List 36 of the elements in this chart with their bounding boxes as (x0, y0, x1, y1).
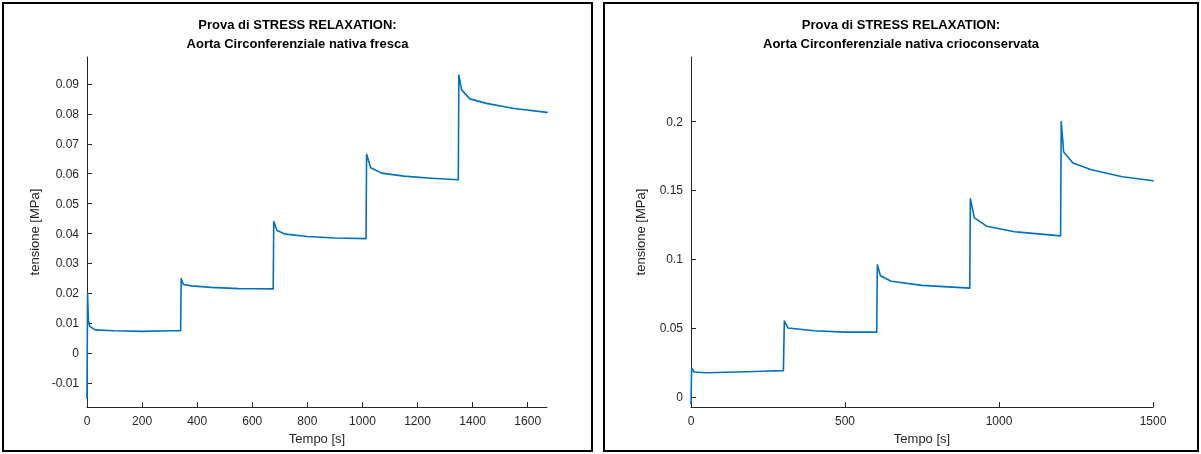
x-tick-label: 1000 (985, 414, 1013, 429)
x-axis-title: Tempo [s] (893, 431, 951, 446)
x-tick-label: 1600 (514, 414, 542, 429)
y-tick-label: 0 (676, 389, 684, 404)
y-tick-label: 0.05 (55, 196, 80, 211)
y-tick-label: 0.1 (666, 252, 684, 267)
chart-title: Prova di STRESS RELAXATION: Aorta Circonferenziale nativa crioconservata (763, 17, 1040, 51)
y-tick-label: 0.03 (55, 256, 80, 271)
x-tick-label: 0 (687, 414, 695, 429)
x-tick-label: 600 (242, 414, 263, 429)
x-tick-label: 0 (83, 414, 91, 429)
x-tick-label: 400 (187, 414, 208, 429)
y-tick-label: 0 (72, 346, 80, 361)
y-tick-label: 0.02 (55, 286, 80, 301)
y-tick-label: 0.06 (55, 166, 80, 181)
y-axis-title: tensione [MPa] (633, 188, 648, 276)
x-axis-title: Tempo [s] (288, 431, 346, 446)
x-tick-label: 200 (132, 414, 153, 429)
line-series (86, 74, 548, 399)
y-tick-label: 0.05 (659, 321, 684, 335)
x-tick-label: 1400 (459, 414, 487, 429)
y-tick-label: 0.08 (55, 106, 80, 121)
x-tick-label: 500 (834, 414, 856, 429)
y-tick-label: 0.2 (666, 114, 684, 129)
y-tick-label: 0.04 (55, 226, 80, 241)
x-tick-label: 1200 (404, 414, 432, 429)
x-tick-label: 800 (297, 414, 318, 429)
y-tick-label: 0.09 (55, 76, 80, 91)
y-tick-label: 0.07 (55, 136, 80, 151)
y-axis-title: tensione [MPa] (26, 188, 42, 276)
y-tick-label: 0.15 (659, 183, 684, 198)
y-tick-label: -0.01 (51, 376, 80, 391)
chart-title: Prova di STRESS RELAXATION: Aorta Circonferenziale nativa fresca (186, 17, 410, 51)
x-tick-label: 1000 (349, 414, 377, 429)
y-tick-label: 0.01 (55, 316, 80, 331)
x-tick-label: 1500 (1139, 414, 1167, 429)
